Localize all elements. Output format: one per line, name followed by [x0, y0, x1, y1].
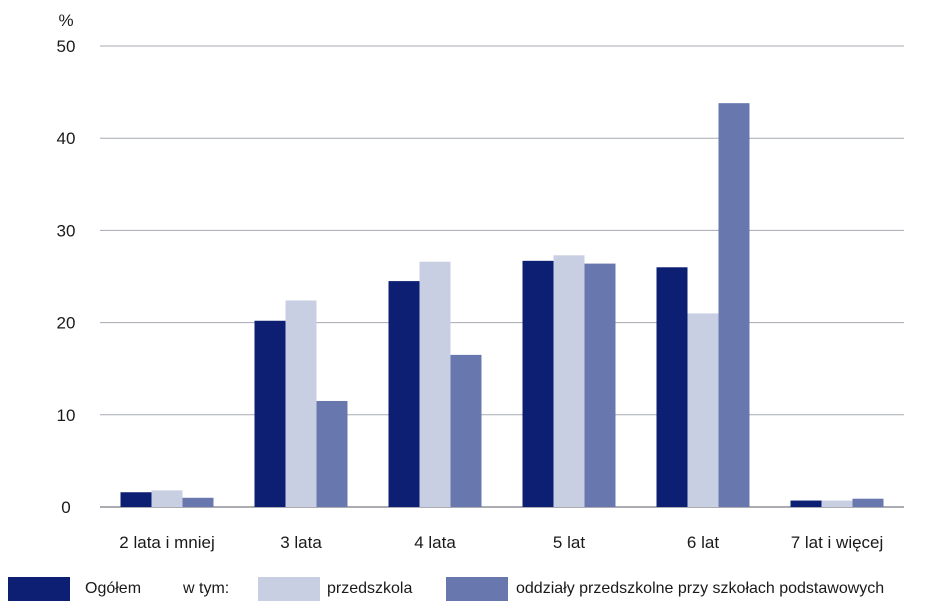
x-axis-ticks: 2 lata i mniej 3 lata 4 lata 5 lat 6 lat 7 la…: [119, 533, 883, 552]
x-tick-label: 7 lat i więcej: [791, 533, 884, 552]
bar-school-units: [718, 103, 750, 507]
x-tick-label: 5 lat: [553, 533, 585, 552]
bar-preschools: [553, 255, 585, 507]
bar-preschools: [285, 300, 317, 507]
bar-preschools: [687, 313, 719, 507]
legend-swatch-total: [8, 577, 70, 601]
y-tick-label: 20: [57, 314, 76, 333]
bars: [120, 103, 884, 507]
y-tick-label: 0: [61, 498, 70, 517]
x-tick-label: 6 lat: [687, 533, 719, 552]
bar-school-units: [182, 497, 214, 507]
bar-total: [120, 492, 152, 507]
bar-total: [388, 281, 420, 507]
legend-label-school-units: oddziały przedszkolne przy szkołach pods…: [516, 580, 885, 597]
bar-preschools: [419, 261, 451, 507]
x-tick-label: 3 lata: [280, 533, 322, 552]
legend-label-total: Ogółem: [85, 580, 142, 597]
bar-school-units: [316, 400, 348, 507]
bar-total: [656, 267, 688, 507]
y-tick-label: 50: [57, 37, 76, 56]
y-tick-label: 40: [57, 129, 76, 148]
y-tick-label: 10: [57, 406, 76, 425]
bar-school-units: [450, 354, 482, 507]
bar-total: [254, 320, 286, 507]
bar-preschools: [821, 500, 853, 507]
y-axis-ticks: 0 10 20 30 40 50: [57, 37, 76, 517]
legend-swatch-preschools: [258, 577, 320, 601]
legend-prefix: w tym:: [183, 580, 230, 597]
legend-swatch-school-units: [446, 577, 508, 601]
legend: Ogółem w tym: przedszkola oddziały przed…: [0, 577, 952, 603]
legend-label-preschools: przedszkola: [327, 580, 413, 597]
gridlines: [100, 45, 904, 508]
bar-preschools: [151, 490, 183, 507]
y-tick-label: 30: [57, 221, 76, 240]
x-tick-label: 2 lata i mniej: [119, 533, 214, 552]
bar-school-units: [852, 498, 884, 507]
bar-chart: 0 10 20 30 40 50 % 2 lata i mniej 3 lata 4 lata…: [57, 11, 904, 552]
bar-total: [522, 260, 554, 507]
x-tick-label: 4 lata: [414, 533, 456, 552]
bar-school-units: [584, 263, 616, 507]
bar-total: [790, 500, 822, 507]
y-axis-label: %: [58, 11, 73, 30]
